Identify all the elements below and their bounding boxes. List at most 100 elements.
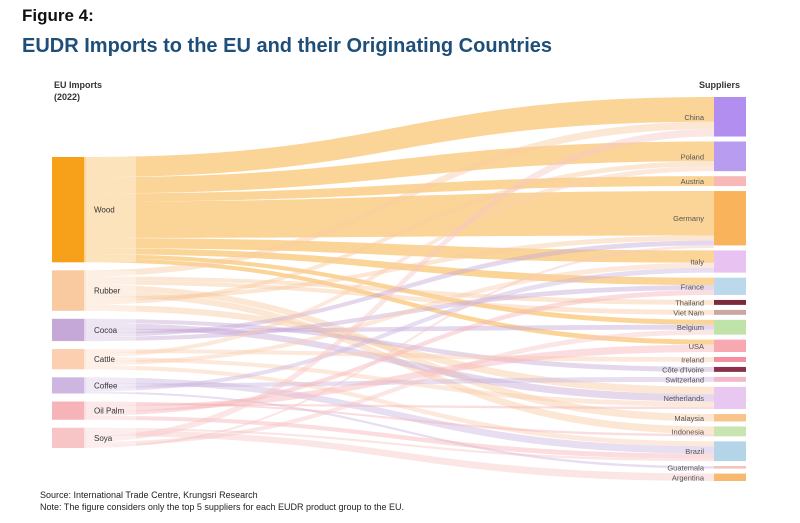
target-label-malaysia: Malaysia — [674, 414, 704, 423]
target-node-switzerland — [714, 376, 746, 382]
source-label-band-wood — [86, 157, 136, 263]
link-cocoa-to-france — [84, 285, 714, 342]
target-node-france — [714, 277, 746, 295]
source-label-band-coffee — [86, 377, 136, 394]
left-header-line-2: (2022) — [54, 92, 81, 102]
link-oil-palm-to-france — [84, 290, 714, 416]
right-column-header: Suppliers — [699, 80, 741, 90]
target-label-ireland: Ireland — [681, 355, 704, 364]
link-wood-to-belgium — [84, 254, 714, 325]
target-node-argentina — [714, 473, 746, 481]
target-label-france: France — [681, 282, 704, 291]
left-header-line-1: EU Imports — [54, 80, 103, 90]
source-label-coffee: Coffee — [94, 381, 118, 390]
target-node-belgium — [714, 319, 746, 335]
link-rubber-to-china — [84, 121, 714, 277]
link-oil-palm-to-netherlands — [84, 403, 714, 410]
link-cattle-to-netherlands — [84, 357, 714, 407]
link-soya-to-china — [84, 129, 714, 442]
target-label-c-te-d-ivoire: Côte d'Ivoire — [662, 365, 704, 374]
target-node-netherlands — [714, 386, 746, 410]
target-label-guatemala: Guatemala — [667, 463, 705, 472]
link-wood-to-china — [84, 97, 714, 178]
source-label-wood: Wood — [94, 206, 115, 215]
link-cocoa-to-c-te-d-ivoire — [84, 318, 714, 372]
target-node-brazil — [714, 441, 746, 462]
target-node-germany — [714, 191, 746, 246]
target-node-thailand — [714, 299, 746, 305]
target-node-guatemala — [714, 466, 746, 469]
source-node-cattle — [52, 349, 84, 370]
link-soya-to-argentina — [84, 429, 714, 481]
link-coffee-to-brazil — [84, 377, 714, 454]
source-node-oil-palm — [52, 401, 84, 420]
target-label-china: China — [684, 113, 704, 122]
source-node-coffee — [52, 377, 84, 394]
sankey-links — [84, 97, 714, 481]
target-label-thailand: Thailand — [675, 298, 704, 307]
target-node-ireland — [714, 357, 746, 362]
source-label-band-oil-palm — [86, 401, 136, 420]
target-node-china — [714, 97, 746, 137]
link-soya-to-germany — [84, 245, 714, 448]
link-cattle-to-ireland — [84, 349, 714, 362]
link-coffee-to-italy — [84, 267, 714, 392]
link-cattle-to-brazil — [84, 365, 714, 447]
link-coffee-to-switzerland — [84, 376, 714, 388]
source-label-oil-palm: Oil Palm — [94, 407, 125, 416]
target-label-brazil: Brazil — [685, 447, 704, 456]
target-node-usa — [714, 339, 746, 352]
link-wood-to-poland — [84, 141, 714, 194]
left-column-header: EU Imports (2022) — [54, 79, 102, 103]
chart-title: EUDR Imports to the EU and their Origina… — [22, 35, 553, 57]
link-cocoa-to-belgium — [84, 324, 714, 333]
target-label-argentina: Argentina — [672, 473, 705, 482]
link-oil-palm-to-usa — [84, 344, 714, 412]
link-cocoa-to-netherlands — [84, 322, 714, 402]
link-wood-to-usa — [84, 258, 714, 345]
source-node-rubber — [52, 270, 84, 311]
target-label-usa: USA — [689, 342, 704, 351]
link-rubber-to-germany — [84, 235, 714, 301]
source-footnote: Source: International Trade Centre, Krun… — [40, 490, 258, 500]
note-footnote: Note: The figure considers only the top … — [40, 502, 405, 512]
link-wood-to-austria — [84, 176, 714, 202]
target-label-switzerland: Switzerland — [665, 375, 704, 384]
target-node-viet-nam — [714, 309, 746, 315]
target-label-viet-nam: Viet Nam — [673, 308, 704, 317]
link-cocoa-to-germany — [84, 240, 714, 338]
target-node-malaysia — [714, 414, 746, 422]
link-cattle-to-italy — [84, 262, 714, 366]
source-label-band-cocoa — [86, 318, 136, 342]
target-node-indonesia — [714, 426, 746, 437]
source-label-cattle: Cattle — [94, 355, 115, 364]
source-label-cocoa: Cocoa — [94, 326, 118, 335]
link-soya-to-brazil — [84, 427, 714, 462]
sankey-nodes: Wood Rubber Cocoa Cattle Coffee Oil Palm Soya C… — [52, 97, 746, 482]
source-label-soya: Soya — [94, 434, 113, 443]
link-rubber-to-netherlands — [84, 304, 714, 395]
source-node-soya — [52, 427, 84, 448]
link-wood-to-germany — [84, 191, 714, 238]
link-rubber-to-poland — [84, 161, 714, 305]
target-label-belgium: Belgium — [677, 323, 704, 332]
target-label-germany: Germany — [673, 214, 704, 223]
target-label-italy: Italy — [690, 258, 704, 267]
link-wood-to-italy — [84, 238, 714, 263]
link-soya-to-belgium — [84, 329, 714, 446]
link-coffee-to-guatemala — [84, 391, 714, 469]
target-node-italy — [714, 250, 746, 273]
target-label-netherlands: Netherlands — [664, 394, 705, 403]
link-wood-to-france — [84, 248, 714, 286]
link-rubber-to-indonesia — [84, 290, 714, 434]
source-label-band-cattle — [86, 349, 136, 370]
target-node-austria — [714, 176, 746, 187]
link-oil-palm-to-indonesia — [84, 401, 714, 437]
source-label-band-rubber — [86, 270, 136, 311]
figure-label: Figure 4: — [22, 6, 94, 25]
link-cattle-to-poland — [84, 166, 714, 358]
link-rubber-to-thailand — [84, 276, 714, 305]
target-label-indonesia: Indonesia — [671, 427, 704, 436]
target-node-poland — [714, 141, 746, 172]
